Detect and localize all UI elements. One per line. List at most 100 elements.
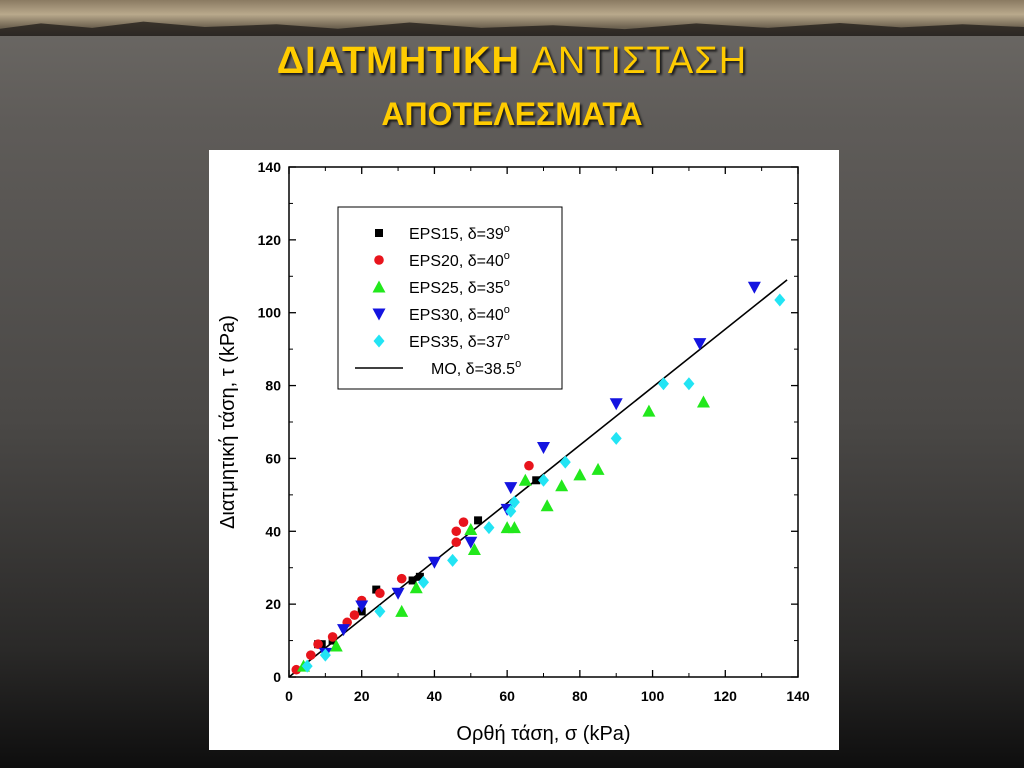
data-markers xyxy=(291,281,786,675)
legend-label: EPS20, δ=40o xyxy=(409,250,510,270)
data-point-triangle-down xyxy=(427,556,441,569)
legend-item: EPS35, δ=37o xyxy=(373,331,510,351)
data-point-triangle-down xyxy=(537,442,550,454)
data-point-circle xyxy=(451,526,462,537)
y-tick-label: 140 xyxy=(258,159,282,175)
legend-label-superscript: o xyxy=(504,223,510,235)
y-tick-label: 20 xyxy=(265,596,281,612)
data-point-triangle-up xyxy=(464,522,478,535)
data-point-circle xyxy=(349,610,360,620)
legend-label-superscript: o xyxy=(504,277,510,289)
legend: EPS15, δ=39o EPS20, δ=40o EPS25, δ=35o EPS3… xyxy=(337,206,563,390)
data-point-triangle-down xyxy=(747,281,761,294)
data-point-square xyxy=(372,585,381,594)
legend-item: EPS20, δ=40o xyxy=(374,250,510,270)
y-tick-label: 100 xyxy=(258,305,282,321)
data-point-diamond xyxy=(559,455,571,469)
data-point-triangle-up xyxy=(555,479,569,492)
legend-swatch-circle xyxy=(374,255,384,265)
chart-panel: 0 20 40 60 80 100 120 140 0 20 40 60 80 100 120 140 Ορ… xyxy=(209,150,839,750)
data-point-circle xyxy=(375,588,385,599)
data-point-triangle-up xyxy=(573,468,587,481)
x-tick-label: 120 xyxy=(714,688,738,704)
legend-swatch-square xyxy=(375,229,383,237)
x-tick-label: 0 xyxy=(285,688,293,704)
x-tick-label: 80 xyxy=(572,688,588,704)
data-point-diamond xyxy=(447,553,459,567)
data-point-triangle-up xyxy=(518,473,532,486)
data-point-triangle-up xyxy=(467,543,481,555)
scatter-chart: 0 20 40 60 80 100 120 140 0 20 40 60 80 100 120 140 Ορ… xyxy=(217,159,810,745)
x-tick-labels: 0 20 40 60 80 100 120 140 xyxy=(285,688,810,704)
legend-item: EPS30, δ=40o xyxy=(372,304,510,324)
data-point-circle xyxy=(306,650,316,660)
data-point-diamond xyxy=(508,495,520,509)
data-point-triangle-up xyxy=(507,521,521,534)
legend-swatch-triangle-up xyxy=(372,280,386,293)
data-point-triangle-up xyxy=(395,604,409,617)
legend-label: EPS15, δ=39o xyxy=(409,223,510,243)
legend-label: EPS30, δ=40o xyxy=(409,304,510,324)
header-banner xyxy=(0,0,1024,36)
data-point-square xyxy=(474,516,483,525)
y-tick-labels: 0 20 40 60 80 100 120 140 xyxy=(258,159,282,685)
data-point-diamond xyxy=(683,377,695,391)
legend-item: EPS25, δ=35o xyxy=(372,277,510,297)
data-point-triangle-up xyxy=(642,404,656,417)
data-point-triangle-down xyxy=(355,600,369,613)
data-point-diamond xyxy=(505,504,517,518)
data-point-diamond xyxy=(319,648,331,662)
data-point-triangle-up xyxy=(540,499,554,512)
slide-title-part2: ΑΝΤΙΣΤΑΣΗ xyxy=(531,40,748,82)
legend-item: EPS15, δ=39o xyxy=(375,223,510,243)
legend-label-superscript: o xyxy=(504,250,510,262)
data-point-diamond xyxy=(657,377,669,391)
data-point-circle xyxy=(291,664,302,675)
data-point-circle xyxy=(458,517,469,527)
x-tick-label: 40 xyxy=(427,688,443,704)
data-point-square xyxy=(532,476,541,485)
data-point-diamond xyxy=(610,431,622,445)
legend-swatch-triangle-down xyxy=(372,308,386,321)
data-point-triangle-up xyxy=(329,639,343,652)
data-point-circle xyxy=(313,639,323,650)
data-point-triangle-up xyxy=(591,462,605,475)
data-point-diamond xyxy=(538,473,549,487)
y-tick-label: 120 xyxy=(258,232,282,248)
data-point-triangle-down xyxy=(337,624,351,637)
legend-box xyxy=(337,206,563,390)
legend-label: EPS35, δ=37o xyxy=(409,331,510,351)
legend-label: ΜΟ, δ=38.5o xyxy=(431,358,521,378)
x-axis-label: Ορθή τάση, σ (kPa) xyxy=(456,723,630,745)
legend-label-superscript: o xyxy=(515,358,521,370)
mountain-ridge-decoration xyxy=(0,21,1024,36)
data-point-circle xyxy=(524,460,534,471)
slide-title-part1: ΔΙΑΤΜΗΤΙΚΗ xyxy=(276,40,520,82)
axis-ticks xyxy=(288,166,799,678)
data-point-triangle-down xyxy=(504,482,518,495)
x-tick-label: 100 xyxy=(641,688,665,704)
legend-swatch-diamond xyxy=(373,334,385,348)
data-point-triangle-down xyxy=(391,587,405,600)
data-point-diamond xyxy=(774,293,786,307)
y-tick-label: 40 xyxy=(265,523,281,539)
data-point-triangle-up xyxy=(409,581,423,594)
legend-label-superscript: o xyxy=(504,304,510,316)
data-point-triangle-down xyxy=(609,398,623,411)
y-tick-label: 60 xyxy=(265,450,281,466)
data-point-diamond xyxy=(418,575,430,589)
legend-item: ΜΟ, δ=38.5o xyxy=(355,358,521,378)
data-point-triangle-up xyxy=(696,395,710,408)
data-point-circle xyxy=(327,632,338,642)
data-point-triangle-down xyxy=(693,338,707,351)
data-point-diamond xyxy=(374,604,386,618)
x-tick-label: 60 xyxy=(499,688,515,704)
legend-items: EPS15, δ=39o EPS20, δ=40o EPS25, δ=35o EPS3… xyxy=(355,223,521,378)
x-tick-label: 140 xyxy=(786,688,810,704)
slide-title: ΔΙΑΤΜΗΤΙΚΗ ΑΝΤΙΣΤΑΣΗ xyxy=(0,40,1024,83)
data-point-triangle-down xyxy=(464,536,478,549)
y-tick-label: 80 xyxy=(265,378,281,394)
data-point-diamond xyxy=(483,521,495,535)
y-tick-label: 0 xyxy=(273,669,281,685)
legend-label-superscript: o xyxy=(504,331,510,343)
